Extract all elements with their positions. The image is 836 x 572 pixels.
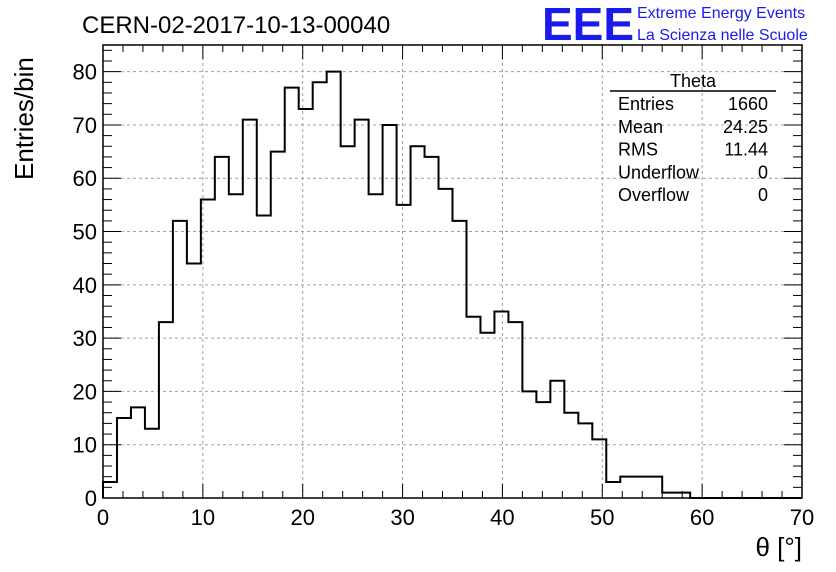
histogram-bin [159, 322, 173, 498]
histogram-bin [355, 120, 369, 498]
stats-rows: Entries 1660 Mean 24.25 RMS 11.44 Underflow 0 Ov… [618, 94, 768, 205]
histogram-bin [634, 477, 648, 498]
x-axis-label: θ [°] [755, 532, 802, 562]
histogram-bin [313, 82, 327, 498]
stats-label: RMS [618, 140, 658, 160]
stats-label: Entries [618, 94, 674, 114]
x-tick-label: 50 [590, 505, 614, 530]
run-title: CERN-02-2017-10-13-00040 [82, 12, 390, 39]
eee-logo-line1: Extreme Energy Events [637, 5, 805, 22]
histogram-bin [550, 381, 564, 498]
histogram-bin [648, 477, 662, 498]
y-tick-label: 80 [73, 60, 97, 85]
histogram-bin [341, 146, 355, 498]
histogram-outline [102, 70, 802, 499]
histogram-bin [606, 482, 620, 498]
histogram-bin [257, 216, 271, 498]
histogram-bin [397, 205, 411, 498]
histogram-bin [131, 407, 145, 498]
histogram-bin [536, 402, 550, 498]
y-tick-label: 10 [73, 433, 97, 458]
histogram-bin [229, 194, 243, 498]
stats-label: Overflow [618, 185, 690, 205]
axis-ticks [102, 45, 803, 499]
stats-value: 11.44 [724, 140, 768, 160]
eee-logo-line2: La Scienza nelle Scuole [637, 27, 808, 44]
histogram-bin [425, 157, 439, 498]
histogram-bin [439, 189, 453, 498]
x-tick-label: 70 [790, 505, 814, 530]
x-tick-label: 60 [690, 505, 714, 530]
histogram-bin [285, 88, 299, 498]
x-tick-label: 30 [390, 505, 414, 530]
stats-title: Theta [670, 71, 717, 91]
x-tick-label: 10 [191, 505, 215, 530]
histogram-bin [480, 333, 494, 498]
histogram-bin [187, 264, 201, 498]
stats-value: 0 [758, 162, 768, 182]
histogram-bin [243, 120, 257, 498]
stats-value: 1660 [728, 94, 768, 114]
histogram-bin [466, 317, 480, 498]
stats-value: 0 [758, 185, 768, 205]
eee-logo: EEE [542, 0, 634, 50]
axis-tick-labels: 0 10 20 30 40 50 60 70 0 10 20 30 40 50 60 70 80 [73, 60, 815, 530]
stats-label: Mean [618, 117, 663, 137]
y-tick-label: 60 [73, 166, 97, 191]
y-tick-label: 20 [73, 379, 97, 404]
stats-value: 24.25 [723, 117, 768, 137]
histogram-series [102, 70, 802, 499]
y-tick-label: 40 [73, 273, 97, 298]
y-tick-label: 30 [73, 326, 97, 351]
histogram-bin [564, 413, 578, 498]
y-tick-label: 50 [73, 220, 97, 245]
stats-box: Theta Entries 1660 Mean 24.25 RMS 11.44 Underf… [610, 71, 776, 205]
x-tick-label: 40 [490, 505, 514, 530]
histogram-bin [327, 72, 341, 498]
stats-label: Underflow [618, 162, 700, 182]
histogram-bin [117, 418, 131, 498]
histogram-bin [508, 322, 522, 498]
y-tick-label: 0 [85, 486, 97, 511]
histogram-bin [453, 221, 467, 498]
x-tick-label: 20 [290, 505, 314, 530]
x-tick-label: 0 [97, 505, 109, 530]
histogram-bin [215, 157, 229, 498]
histogram-bin [299, 109, 313, 498]
histogram-bin [578, 423, 592, 498]
histogram-bin [103, 482, 117, 498]
histogram-bin [369, 194, 383, 498]
histogram-bin [411, 146, 425, 498]
y-axis-label: Entries/bin [9, 57, 39, 180]
grid [103, 45, 802, 498]
histogram-bin [383, 125, 397, 498]
histogram-bin [494, 311, 508, 498]
eee-logo-group: EEE Extreme Energy Events La Scienza nel… [542, 0, 808, 50]
plot-frame [102, 44, 803, 499]
histogram-bin [201, 200, 215, 498]
histogram-bin [522, 391, 536, 498]
histogram-bin [592, 439, 606, 498]
histogram-bin [145, 429, 159, 498]
histogram-bin [173, 221, 187, 498]
histogram-bin [271, 152, 285, 498]
y-tick-label: 70 [73, 113, 97, 138]
